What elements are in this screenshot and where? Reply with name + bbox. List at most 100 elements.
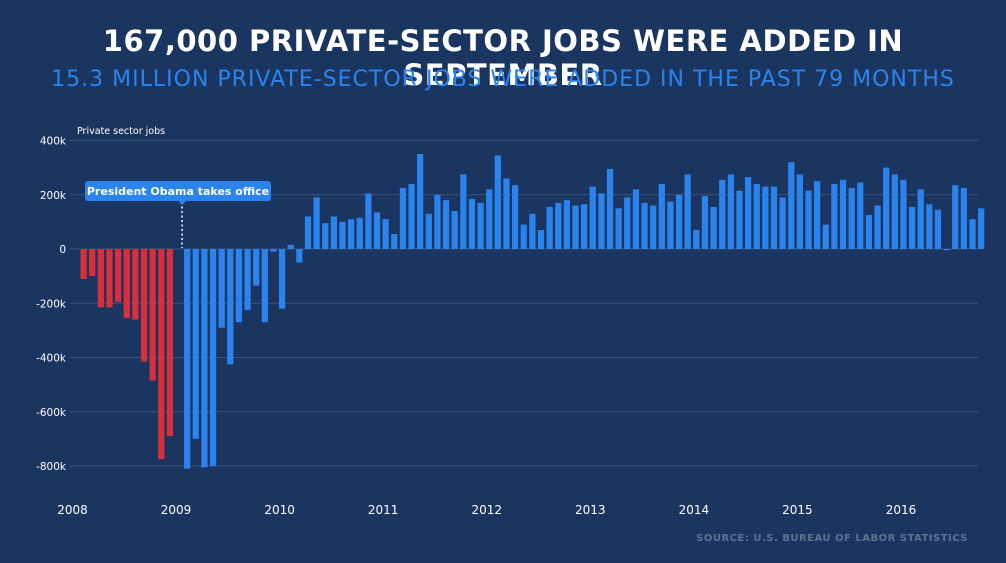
bar-after-obama — [278, 249, 286, 309]
bar-after-obama — [227, 249, 234, 365]
bar-after-obama — [650, 205, 657, 249]
bar-after-obama — [632, 189, 640, 249]
bar-after-obama — [339, 221, 346, 249]
bar-after-obama — [399, 187, 407, 249]
bar-after-obama — [908, 206, 916, 249]
x-tick-label: 2014 — [679, 503, 710, 517]
bar-after-obama — [641, 202, 648, 249]
bar-after-obama — [417, 154, 424, 249]
bar-after-obama — [304, 216, 312, 249]
bar-after-obama — [563, 200, 570, 249]
bar-before-obama — [140, 249, 148, 362]
bar-after-obama — [555, 202, 562, 249]
bar-after-obama — [468, 198, 476, 249]
bar-after-obama — [978, 208, 985, 249]
x-tick-label: 2011 — [368, 503, 399, 517]
bar-after-obama — [770, 186, 778, 249]
bar-after-obama — [788, 162, 795, 249]
source-note: SOURCE: U.S. BUREAU OF LABOR STATISTICS — [696, 533, 968, 544]
y-tick-label: 0 — [59, 244, 66, 256]
bar-after-obama — [658, 183, 665, 249]
page-title: 167,000 PRIVATE-SECTOR JOBS WERE ADDED I… — [102, 24, 904, 92]
bar-before-obama — [149, 249, 156, 381]
x-tick-label: 2008 — [57, 503, 88, 517]
bar-after-obama — [719, 179, 726, 249]
bar-after-obama — [434, 194, 441, 249]
x-tick-label: 2016 — [886, 503, 917, 517]
bar-after-obama — [296, 249, 303, 263]
bar-after-obama — [589, 186, 596, 249]
bar-after-obama — [512, 185, 519, 249]
bar-before-obama — [123, 249, 130, 319]
bar-after-obama — [348, 219, 355, 249]
bar-after-obama — [926, 204, 933, 249]
bar-after-obama — [900, 179, 907, 249]
bar-after-obama — [839, 179, 847, 249]
bar-after-obama — [451, 211, 458, 249]
bar-after-obama — [891, 174, 898, 249]
bar-after-obama — [313, 197, 320, 249]
bar-after-obama — [373, 212, 381, 249]
bar-after-obama — [184, 249, 191, 469]
bar-after-obama — [201, 249, 208, 468]
bar-after-obama — [408, 183, 415, 249]
y-tick-label: 400k — [40, 136, 67, 148]
bar-after-obama — [624, 197, 631, 249]
bar-before-obama — [115, 249, 122, 302]
bar-after-obama — [261, 249, 268, 323]
bar-after-obama — [365, 193, 372, 249]
bar-after-obama — [675, 194, 683, 249]
bar-after-obama — [736, 190, 743, 249]
bar-after-obama — [857, 182, 864, 249]
page-subtitle: 15.3 MILLION PRIVATE-SECTOR JOBS WERE AD… — [51, 67, 955, 92]
bar-after-obama — [537, 230, 545, 249]
bar-after-obama — [192, 249, 199, 439]
annotation-label: President Obama takes office — [87, 185, 269, 198]
bar-after-obama — [934, 209, 942, 249]
bar-after-obama — [883, 167, 890, 249]
bar-after-obama — [710, 206, 717, 249]
bar-after-obama — [356, 217, 363, 249]
bar-after-obama — [581, 204, 588, 249]
bar-after-obama — [391, 234, 398, 249]
y-tick-label: -200k — [36, 298, 67, 310]
bar-after-obama — [848, 187, 855, 249]
bar-after-obama — [494, 155, 501, 249]
bar-after-obama — [529, 213, 536, 249]
bar-after-obama — [814, 181, 821, 249]
bar-after-obama — [727, 174, 734, 249]
bar-after-obama — [684, 174, 691, 249]
bar-after-obama — [382, 219, 389, 249]
x-tick-label: 2013 — [575, 503, 606, 517]
bar-after-obama — [235, 249, 243, 323]
bar-after-obama — [865, 215, 873, 249]
bar-after-obama — [805, 190, 812, 249]
x-tick-label: 2009 — [161, 503, 192, 517]
bar-after-obama — [598, 193, 605, 249]
bar-after-obama — [822, 224, 829, 249]
bar-after-obama — [831, 183, 838, 249]
bar-after-obama — [442, 200, 450, 249]
x-tick-label: 2012 — [471, 503, 502, 517]
bar-after-obama — [503, 178, 510, 249]
bar-after-obama — [952, 185, 959, 249]
annotation-box — [85, 181, 271, 201]
bar-before-obama — [89, 249, 96, 277]
bar-before-obama — [80, 249, 87, 279]
bar-after-obama — [486, 189, 493, 249]
annotation-pointer — [177, 200, 188, 205]
bar-after-obama — [477, 202, 484, 249]
bar-after-obama — [546, 206, 553, 249]
bar-after-obama — [693, 230, 700, 249]
bar-after-obama — [779, 197, 786, 249]
bar-after-obama — [253, 249, 260, 286]
bar-after-obama — [270, 249, 277, 252]
y-tick-label: -600k — [36, 407, 67, 419]
y-tick-label: -800k — [36, 461, 67, 473]
bar-after-obama — [943, 249, 950, 251]
bar-after-obama — [218, 249, 225, 328]
x-tick-label: 2015 — [782, 503, 813, 517]
bar-after-obama — [615, 208, 622, 249]
y-tick-label: 200k — [40, 190, 67, 202]
